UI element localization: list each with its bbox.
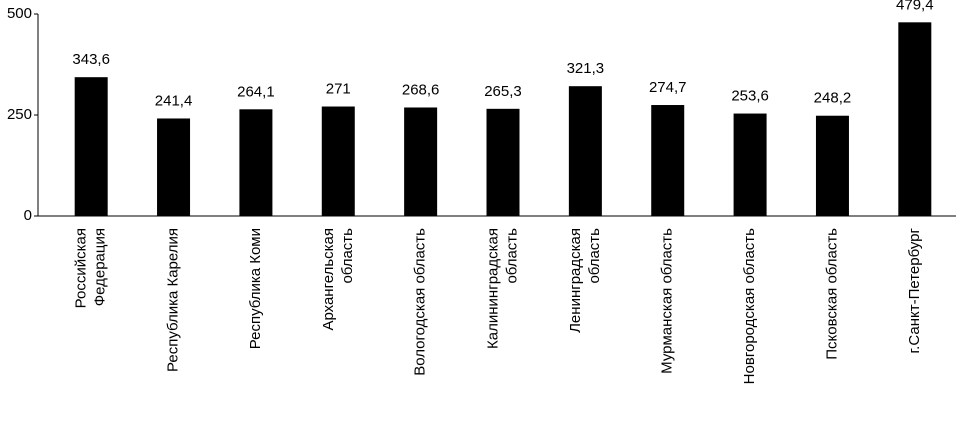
bar xyxy=(568,86,602,217)
y-tick-label: 250 xyxy=(7,106,32,123)
bar xyxy=(733,113,767,216)
bar xyxy=(651,105,685,216)
x-tick-label: Республика Коми xyxy=(247,228,264,349)
x-tick-label: г.Санкт-Петербург xyxy=(906,227,923,353)
x-tick-label: Республика Карелия xyxy=(165,228,182,372)
value-label: 343,6 xyxy=(72,51,110,68)
value-label: 479,4 xyxy=(896,0,934,13)
value-label: 268,6 xyxy=(402,81,440,98)
x-tick-label: Мурманская область xyxy=(659,228,676,374)
bar xyxy=(321,106,355,216)
x-tick-label: Новгородская область xyxy=(741,228,758,384)
bar xyxy=(239,109,273,216)
bar xyxy=(486,108,520,216)
value-label: 264,1 xyxy=(237,83,275,100)
x-tick-label: Вологодская область xyxy=(412,228,429,376)
y-tick-label: 0 xyxy=(24,207,32,224)
value-label: 321,3 xyxy=(567,60,605,77)
value-label: 241,4 xyxy=(155,92,193,109)
bar xyxy=(815,115,849,216)
value-label: 271 xyxy=(326,80,351,97)
x-tick-label: Российская Федерация xyxy=(73,228,109,308)
value-label: 248,2 xyxy=(814,90,852,107)
x-tick-label: Калининградская область xyxy=(484,228,520,349)
x-tick-label: Псковская область xyxy=(823,228,840,360)
y-tick-label: 500 xyxy=(7,5,32,22)
x-tick-label: Ленинградская область xyxy=(567,228,603,333)
value-label: 265,3 xyxy=(484,83,522,100)
value-label: 274,7 xyxy=(649,79,687,96)
value-label: 253,6 xyxy=(731,88,769,105)
bar xyxy=(74,77,108,216)
bar xyxy=(404,107,438,216)
x-tick-label: Архангельская область xyxy=(320,228,356,331)
bar xyxy=(157,118,191,216)
bar xyxy=(898,22,932,216)
